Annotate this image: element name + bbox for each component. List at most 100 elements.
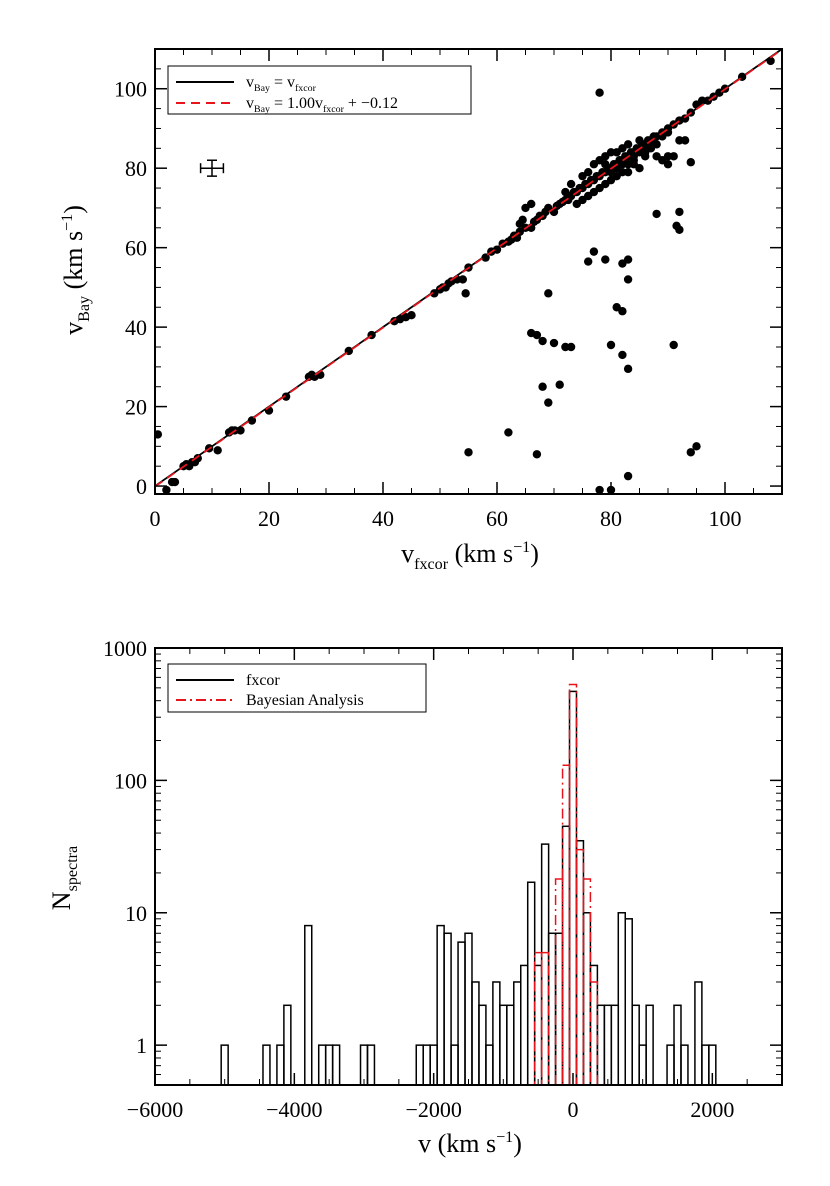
scatter-point (606, 175, 616, 185)
histogram-bar (568, 683, 578, 1085)
histogram-bar (331, 1044, 341, 1085)
histogram-bar (540, 951, 550, 1085)
histogram-bar (520, 964, 529, 1085)
scatter-point (155, 430, 163, 439)
scatter-point (601, 152, 610, 161)
fit-lines (155, 49, 782, 488)
histogram-bar (582, 912, 592, 1085)
histogram-bar (513, 981, 522, 1085)
scatter-point (669, 340, 678, 350)
scatter-x-tick-label: 60 (486, 506, 508, 531)
scatter-y-tick-label: 40 (125, 315, 147, 340)
histogram-plot-frame (154, 647, 783, 1086)
histogram-y-tick-label: 10 (125, 901, 147, 926)
histogram-bar (457, 941, 466, 1085)
scatter-point (561, 187, 570, 197)
histogram-bar (492, 981, 501, 1085)
histogram-bar (533, 964, 543, 1085)
scatter-y-tick-label: 20 (125, 395, 147, 420)
scatter-y-axis-label: vBay (km s−1) (59, 205, 93, 335)
histogram-bar (478, 1004, 487, 1085)
histogram-bar (603, 1004, 613, 1085)
legend-entry: vBay = 1.00vfxcor + −0.12 (246, 95, 398, 115)
histogram-bar (506, 1004, 515, 1085)
scatter-point (544, 289, 553, 298)
legend-entry: fxcor (246, 672, 280, 689)
histogram-x-tick-label: 2000 (690, 1097, 734, 1122)
histogram-bar (617, 912, 626, 1085)
histogram-bar (436, 924, 445, 1085)
scatter-point (504, 428, 513, 437)
histogram-bar (220, 1044, 229, 1085)
scatter-point (589, 247, 599, 256)
histogram-x-tick-label: −2000 (405, 1097, 461, 1122)
histogram-bar (533, 951, 543, 1085)
scatter-ticks: 0 20 40 60 80 100 0 20 40 60 80 100 (114, 49, 782, 531)
histogram-bar (568, 690, 578, 1085)
scatter-point (492, 245, 502, 254)
histogram-bar (547, 932, 557, 1085)
scatter-point (672, 221, 681, 231)
histogram-bar (624, 918, 633, 1085)
histogram-x-tick-label: −6000 (127, 1097, 183, 1122)
histogram-bar (575, 848, 585, 1085)
scatter-point (669, 152, 678, 161)
scatter-point (606, 340, 616, 350)
scatter-x-tick-label: 0 (150, 506, 161, 531)
histogram-bar (589, 964, 599, 1085)
scatter-point (589, 160, 599, 169)
histogram-bar (499, 1004, 508, 1085)
histogram-bar (708, 1044, 717, 1085)
histogram-y-tick-label: 1000 (103, 636, 147, 661)
scatter-point (461, 289, 470, 298)
error-bar (199, 159, 225, 177)
scatter-point (578, 195, 587, 205)
scatter-point (635, 136, 644, 145)
histogram-bar (582, 878, 592, 1085)
scatter-point (566, 179, 576, 189)
histogram-bar (610, 1004, 620, 1085)
histogram-bar (422, 1044, 431, 1085)
scatter-point (193, 454, 202, 463)
scatter-point (680, 136, 690, 145)
scatter-point (544, 398, 553, 407)
histogram-bar (701, 1044, 710, 1085)
histogram-y-tick-label: 1 (136, 1033, 147, 1058)
histogram-bar (673, 1004, 682, 1085)
histogram-bar (464, 932, 473, 1085)
histogram-bar (485, 1044, 494, 1085)
histogram-bar (561, 825, 571, 1085)
scatter-y-tick-label: 0 (136, 474, 147, 499)
scatter-point (578, 171, 587, 181)
scatter-point (538, 336, 547, 346)
histogram-bar (561, 764, 571, 1085)
scatter-point (675, 207, 684, 217)
fit-line (155, 49, 782, 488)
scatter-x-tick-label: 40 (372, 506, 394, 531)
scatter-x-axis-label: vfxcor (km s−1) (401, 539, 539, 573)
scatter-point (170, 477, 180, 487)
scatter-point (623, 364, 633, 374)
scatter-point (595, 88, 604, 97)
histogram-bar (304, 924, 313, 1085)
scatter-point (407, 311, 416, 320)
scatter-point (618, 307, 627, 316)
scatter-point (652, 140, 661, 149)
scatter-point (623, 140, 633, 149)
histogram-bar (589, 981, 599, 1085)
histogram-x-axis-label: v (km s−1) (418, 1129, 522, 1158)
scatter-point (281, 392, 291, 401)
scatter-point (601, 255, 610, 264)
scatter-point (612, 148, 621, 157)
histogram-bar (540, 843, 550, 1085)
histogram-bar (276, 1044, 285, 1085)
scatter-point (527, 328, 536, 338)
scatter-point (623, 160, 633, 169)
scatter-x-tick-label: 20 (258, 506, 280, 531)
scatter-point (618, 259, 627, 268)
histogram-series (220, 683, 717, 1085)
scatter-y-tick-label: 60 (125, 236, 147, 261)
histogram-bar (596, 1004, 606, 1085)
